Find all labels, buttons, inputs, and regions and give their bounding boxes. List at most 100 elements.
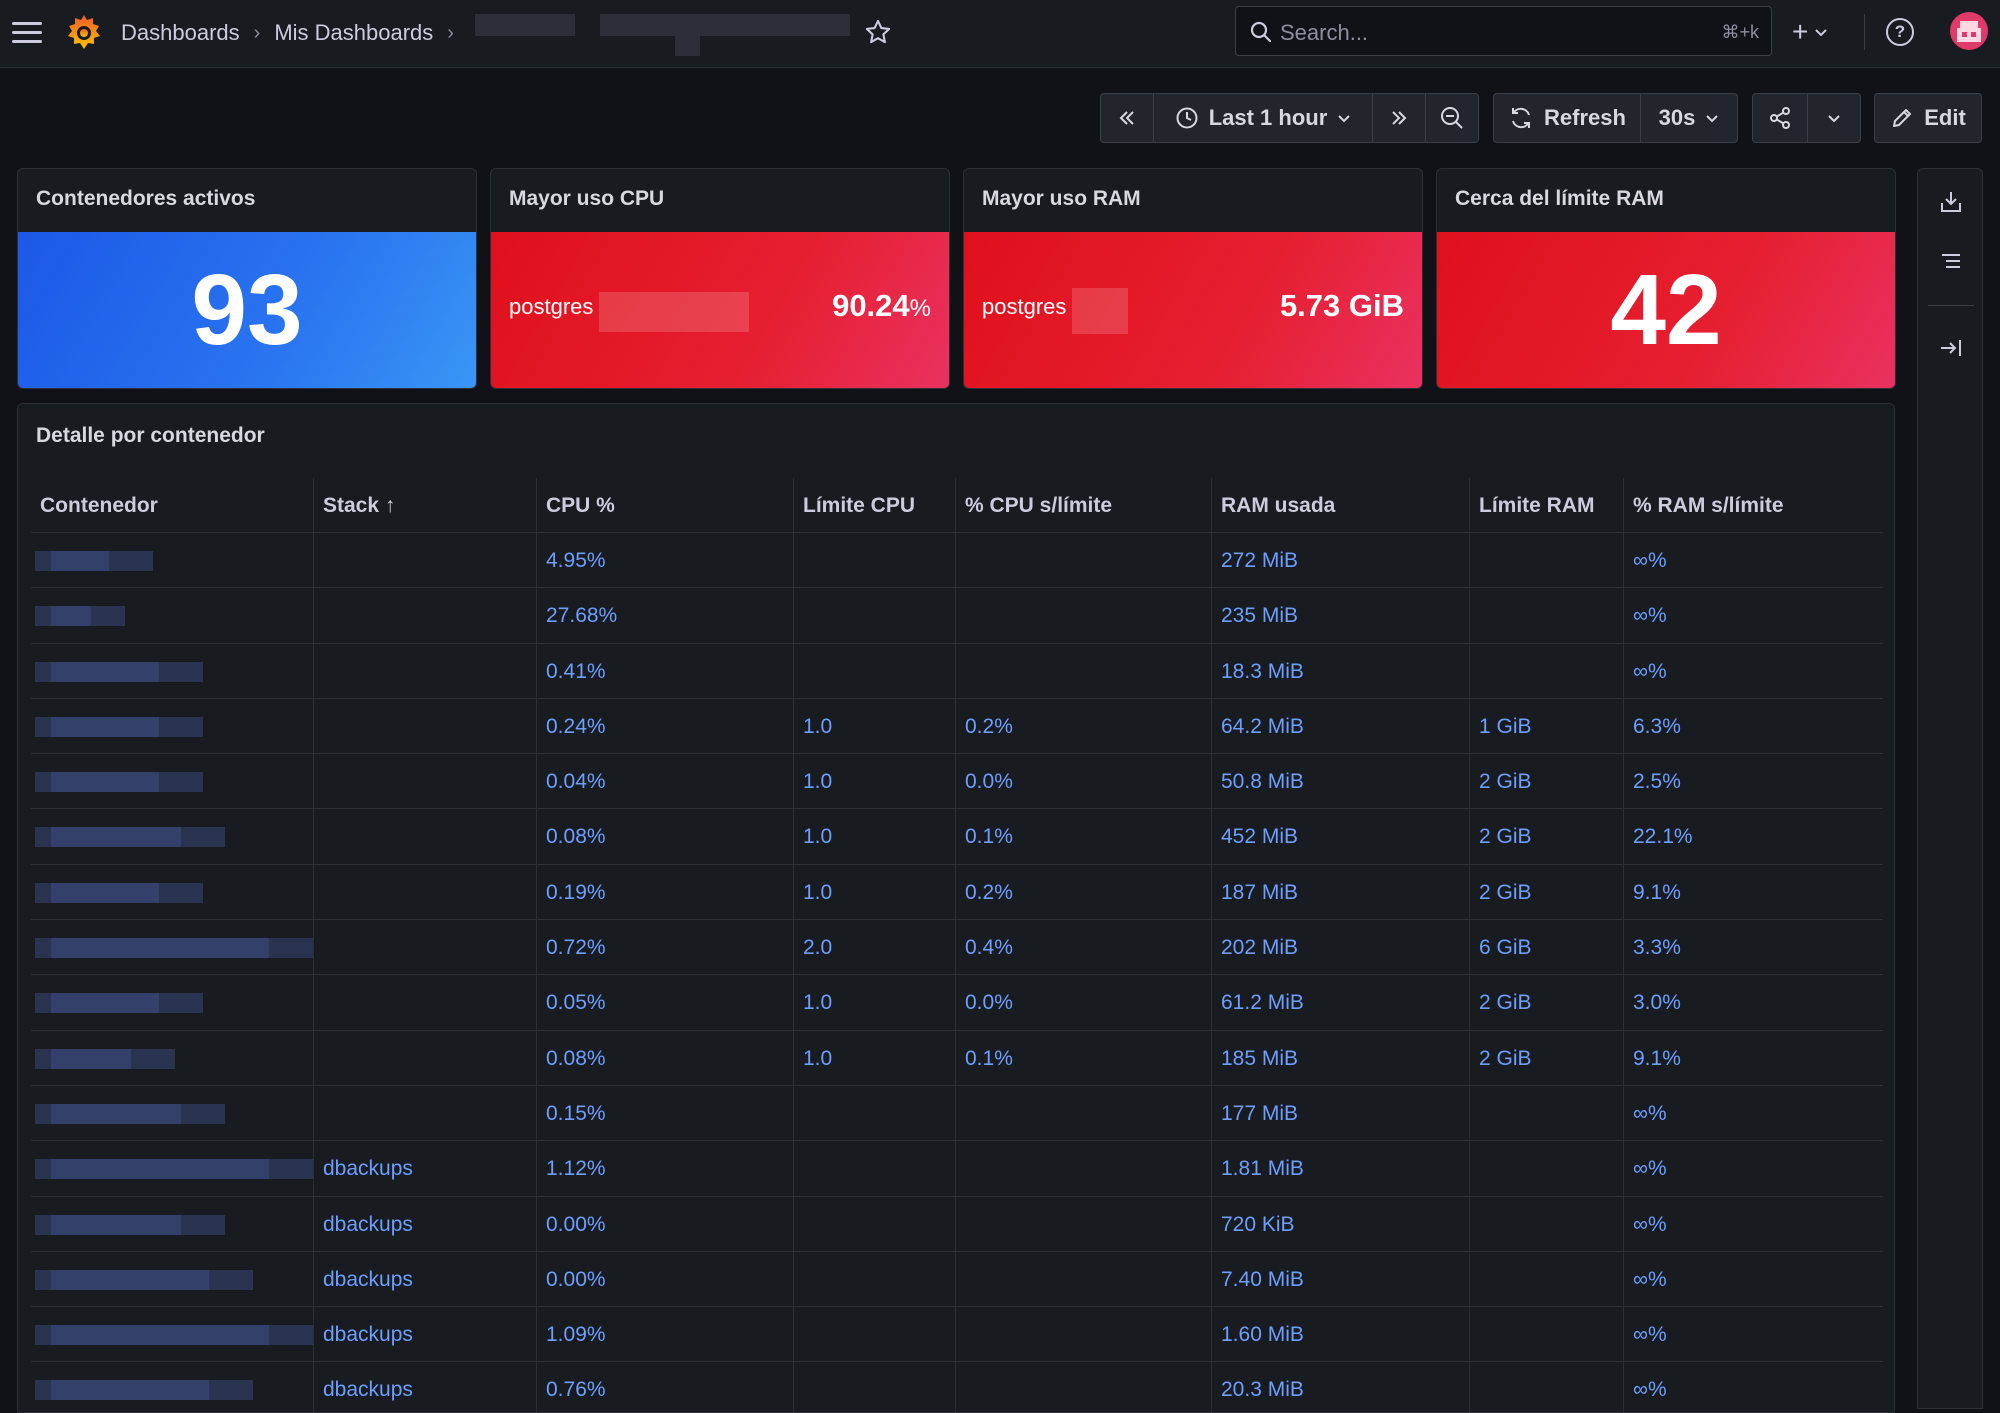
column-header-limite-ram[interactable]: Límite RAM [1470, 478, 1624, 533]
rail-divider [1928, 305, 1974, 306]
grafana-logo-icon[interactable] [66, 12, 102, 52]
share-button[interactable] [1752, 93, 1808, 143]
nav-divider [1864, 14, 1865, 50]
collapse-right-icon[interactable] [1938, 335, 1964, 361]
column-header-cpu[interactable]: CPU % [537, 478, 794, 533]
time-shift-forward-button[interactable] [1372, 93, 1426, 143]
cell-ram-sobre-limite: ∞% [1633, 604, 1667, 628]
cell-ram-sobre-limite: ∞% [1633, 1378, 1667, 1402]
cell-stack [314, 533, 537, 588]
avatar[interactable] [1950, 12, 1988, 50]
redacted-dashboard-title [475, 14, 575, 36]
zoom-out-button[interactable] [1425, 93, 1479, 143]
cell-cpu: 0.00% [537, 1251, 794, 1307]
time-range-label: Last 1 hour [1208, 105, 1328, 130]
redacted-container-name [51, 551, 109, 571]
table-row[interactable]: 0.41% 18.3 MiB ∞% [31, 643, 1883, 699]
search-input[interactable]: Search... ⌘+k [1235, 6, 1772, 56]
breadcrumb-separator: › [253, 21, 261, 44]
cell-cpu-sobre-limite: 0.0% [956, 975, 1212, 1031]
cell-cpu-sobre-limite [956, 1307, 1212, 1363]
star-icon[interactable] [864, 18, 892, 46]
cell-limite-cpu: 1.0 [794, 864, 956, 920]
cell-contenedor [31, 1251, 314, 1307]
stat-body: postgres 5.73 GiB [964, 232, 1422, 388]
redacted-container-name [51, 1103, 181, 1124]
stat-body: 42 [1437, 232, 1895, 388]
cell-limite-cpu [794, 1141, 956, 1197]
table-row[interactable]: dbackups 1.12% 1.81 MiB ∞% [31, 1141, 1883, 1197]
breadcrumb-mis-dashboards[interactable]: Mis Dashboards [274, 20, 434, 45]
cell-cpu-sobre-limite [956, 588, 1212, 644]
stat-body: postgres 90.24% [491, 232, 949, 388]
redacted-container-name [51, 1380, 209, 1401]
chevron-down-icon [1815, 29, 1828, 37]
share-options-button[interactable] [1807, 93, 1861, 143]
cell-limite-cpu [794, 1196, 956, 1252]
cell-stack [314, 920, 537, 976]
cell-contenedor [31, 920, 314, 976]
table-row[interactable]: 0.08% 1.0 0.1% 185 MiB 2 GiB 9.1% [31, 1030, 1883, 1086]
column-header-cpu-sobre-limite[interactable]: % CPU s/límite [956, 478, 1212, 533]
new-button[interactable]: + [1792, 16, 1842, 48]
column-header-ram-usada[interactable]: RAM usada [1212, 478, 1470, 533]
refresh-interval-picker[interactable]: 30s [1640, 93, 1738, 143]
cell-ram-sobre-limite: 9.1% [1633, 880, 1681, 904]
column-header-limite-cpu[interactable]: Límite CPU [794, 478, 956, 533]
table-row[interactable]: dbackups 1.09% 1.60 MiB ∞% [31, 1307, 1883, 1363]
column-header-ram-sobre-limite[interactable]: % RAM s/límite [1633, 494, 1784, 517]
cell-contenedor [31, 864, 314, 920]
cell-ram-sobre-limite: 22.1% [1633, 825, 1693, 849]
table-row[interactable]: 27.68% 235 MiB ∞% [31, 588, 1883, 644]
breadcrumb-dashboards[interactable]: Dashboards [121, 20, 240, 45]
table-row[interactable]: 0.19% 1.0 0.2% 187 MiB 2 GiB 9.1% [31, 864, 1883, 921]
redacted-container-name [51, 1325, 269, 1346]
table-row[interactable]: 0.05% 1.0 0.0% 61.2 MiB 2 GiB 3.0% [31, 975, 1883, 1031]
download-icon[interactable] [1938, 189, 1964, 215]
time-range-picker[interactable]: Last 1 hour [1153, 93, 1373, 143]
table-row[interactable]: 0.15% 177 MiB ∞% [31, 1085, 1883, 1142]
search-placeholder: Search... [1280, 20, 1369, 45]
time-shift-back-button[interactable] [1100, 93, 1154, 143]
cell-cpu-sobre-limite [956, 1251, 1212, 1307]
stat-panel-mayor-uso-ram[interactable]: Mayor uso RAM postgres 5.73 GiB [963, 168, 1423, 389]
column-header-contenedor[interactable]: Contenedor [31, 478, 314, 533]
edit-button[interactable]: Edit [1874, 93, 1982, 143]
cell-cpu: 0.24% [537, 698, 794, 754]
cell-stack [314, 643, 537, 699]
table-row[interactable]: 4.95% 272 MiB ∞% [31, 533, 1883, 589]
cell-limite-ram [1470, 1085, 1624, 1141]
cell-ram-usada: 202 MiB [1212, 920, 1470, 976]
cell-contenedor [31, 754, 314, 810]
cell-limite-cpu [794, 533, 956, 588]
table-row[interactable]: 0.72% 2.0 0.4% 202 MiB 6 GiB 3.3% [31, 920, 1883, 976]
stat-panel-mayor-uso-cpu[interactable]: Mayor uso CPU postgres 90.24% [490, 168, 950, 389]
table-row[interactable]: 0.08% 1.0 0.1% 452 MiB 2 GiB 22.1% [31, 809, 1883, 865]
cell-ram-sobre-limite: ∞% [1633, 1323, 1667, 1347]
table-row[interactable]: dbackups 0.00% 7.40 MiB ∞% [31, 1251, 1883, 1308]
table-row[interactable]: dbackups 0.76% 20.3 MiB ∞% [31, 1362, 1883, 1412]
user-avatar-icon [1957, 21, 1981, 42]
cell-limite-ram: 2 GiB [1470, 754, 1624, 810]
column-header-stack[interactable]: Stack ↑ [314, 478, 537, 533]
stat-panel-cerca-limite-ram[interactable]: Cerca del límite RAM 42 [1436, 168, 1896, 389]
cell-cpu: 0.00% [537, 1196, 794, 1252]
chevrons-left-icon [1119, 111, 1134, 125]
refresh-label: Refresh [1544, 105, 1626, 130]
table-row[interactable]: dbackups 0.00% 720 KiB ∞% [31, 1196, 1883, 1252]
menu-icon[interactable] [10, 19, 44, 47]
help-icon[interactable]: ? [1886, 18, 1914, 46]
refresh-button[interactable]: Refresh [1493, 93, 1641, 143]
cell-limite-ram: 1 GiB [1470, 698, 1624, 754]
redacted-dashboard-title [675, 36, 700, 56]
cell-ram-usada: 187 MiB [1212, 864, 1470, 920]
outline-list-icon[interactable] [1938, 249, 1964, 275]
table-row[interactable]: 0.24% 1.0 0.2% 64.2 MiB 1 GiB 6.3% [31, 698, 1883, 755]
table-row[interactable]: 0.04% 1.0 0.0% 50.8 MiB 2 GiB 2.5% [31, 754, 1883, 810]
cell-stack: dbackups [314, 1141, 537, 1197]
table-body: 4.95% 272 MiB ∞% 27.68% 235 MiB ∞% 0.41% 18.3 M… [31, 533, 1883, 1412]
cell-ram-usada: 720 KiB [1212, 1196, 1470, 1252]
cell-ram-sobre-limite: ∞% [1633, 1267, 1667, 1291]
cell-limite-ram [1470, 1251, 1624, 1307]
stat-panel-contenedores-activos[interactable]: Contenedores activos 93 [17, 168, 477, 389]
